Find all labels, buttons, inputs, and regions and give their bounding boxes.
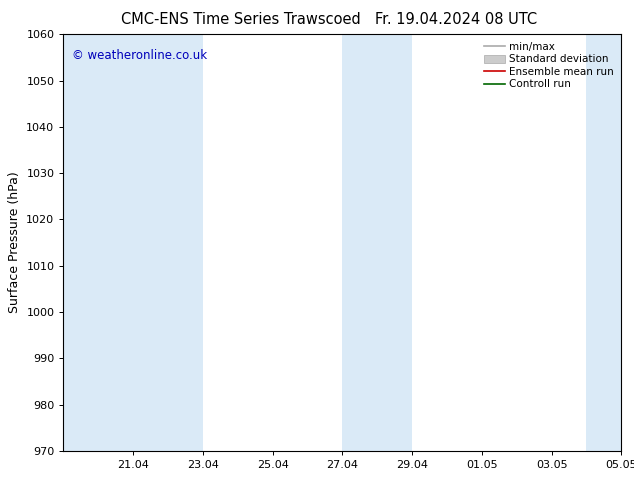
Bar	[133, 34, 203, 451]
Bar	[342, 34, 412, 451]
Text: CMC-ENS Time Series Trawscoed: CMC-ENS Time Series Trawscoed	[121, 12, 361, 27]
Legend: min/max, Standard deviation, Ensemble mean run, Controll run: min/max, Standard deviation, Ensemble me…	[482, 40, 616, 92]
Y-axis label: Surface Pressure (hPa): Surface Pressure (hPa)	[8, 172, 21, 314]
Bar	[586, 34, 621, 451]
Text: Fr. 19.04.2024 08 UTC: Fr. 19.04.2024 08 UTC	[375, 12, 538, 27]
Bar	[63, 34, 133, 451]
Text: © weatheronline.co.uk: © weatheronline.co.uk	[72, 49, 207, 62]
